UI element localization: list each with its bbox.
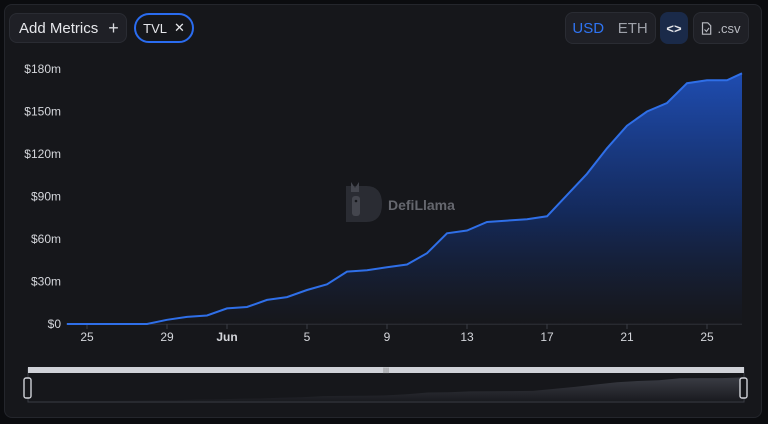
data-point <box>265 298 269 302</box>
y-tick-label: $180m <box>24 62 61 76</box>
data-point <box>565 193 569 197</box>
close-icon[interactable]: ✕ <box>173 20 185 35</box>
data-point <box>725 78 729 82</box>
y-axis: $0 $30m $60m $90m $120m $150m $180m <box>24 62 61 331</box>
x-tick-label: 5 <box>304 330 311 344</box>
data-point <box>365 268 369 272</box>
tvl-area <box>67 73 742 324</box>
data-point <box>665 101 669 105</box>
data-point <box>445 231 449 235</box>
x-tick-label: 21 <box>620 330 634 344</box>
llama-logo <box>346 182 382 222</box>
data-point <box>125 322 129 326</box>
y-tick-label: $150m <box>24 105 61 119</box>
range-handle-left[interactable] <box>23 377 32 399</box>
x-tick-label: 29 <box>160 330 174 344</box>
y-tick-label: $90m <box>31 190 61 204</box>
y-tick-label: $60m <box>31 232 61 246</box>
data-point <box>105 322 109 326</box>
data-point <box>185 315 189 319</box>
code-icon: <> <box>666 20 682 36</box>
add-metrics-label: Add Metrics <box>19 19 99 37</box>
range-preview-area <box>29 377 743 401</box>
data-point <box>585 172 589 176</box>
csv-label: .csv <box>717 20 741 36</box>
data-point <box>545 214 549 218</box>
currency-toggle: USD ETH <box>565 12 656 44</box>
tvl-line <box>67 72 743 325</box>
data-point <box>605 146 609 150</box>
data-point <box>345 270 349 274</box>
add-metrics-button[interactable]: Add Metrics + <box>9 13 127 43</box>
data-point <box>205 314 209 318</box>
data-point <box>165 318 169 322</box>
data-point <box>85 322 89 326</box>
x-tick-label: 9 <box>384 330 391 344</box>
range-handle-right[interactable] <box>739 377 748 399</box>
data-point <box>385 265 389 269</box>
tvl-metric-chip[interactable]: TVL ✕ <box>134 13 194 43</box>
grip-icon: ||| <box>383 368 389 375</box>
range-selector[interactable]: ||| <box>23 367 748 403</box>
watermark-text: DefiLlama <box>388 197 455 213</box>
x-tick-label: Jun <box>216 330 237 344</box>
data-point <box>485 220 489 224</box>
data-point <box>505 219 509 223</box>
plus-icon: + <box>108 18 119 38</box>
currency-usd-option[interactable]: USD <box>572 19 605 37</box>
data-point <box>245 305 249 309</box>
data-point <box>645 110 649 114</box>
data-point <box>325 282 329 286</box>
tvl-chip-label: TVL <box>143 20 167 36</box>
data-point <box>740 71 744 75</box>
data-point <box>65 322 69 326</box>
data-point <box>525 217 529 221</box>
x-tick-label: 17 <box>540 330 554 344</box>
watermark: DefiLlama <box>346 182 455 222</box>
data-point <box>465 229 469 233</box>
x-tick-label: 25 <box>700 330 714 344</box>
x-axis: 25 29 Jun 5 9 13 17 21 25 <box>80 324 714 344</box>
x-tick-label: 13 <box>460 330 474 344</box>
x-tick-label: 25 <box>80 330 94 344</box>
file-icon <box>702 21 712 35</box>
y-tick-label: $30m <box>31 275 61 289</box>
range-selector-bar[interactable] <box>28 367 744 373</box>
data-point <box>285 295 289 299</box>
download-csv-button[interactable]: .csv <box>693 12 749 44</box>
data-point <box>405 263 409 267</box>
y-tick-label: $120m <box>24 147 61 161</box>
data-point <box>145 322 149 326</box>
currency-eth-option[interactable]: ETH <box>617 19 648 37</box>
data-point <box>685 81 689 85</box>
data-point <box>305 288 309 292</box>
y-tick-label: $0 <box>48 317 62 331</box>
data-point <box>225 306 229 310</box>
data-point <box>705 78 709 82</box>
embed-button[interactable]: <> <box>660 12 688 44</box>
data-point <box>425 251 429 255</box>
data-point <box>625 124 629 128</box>
